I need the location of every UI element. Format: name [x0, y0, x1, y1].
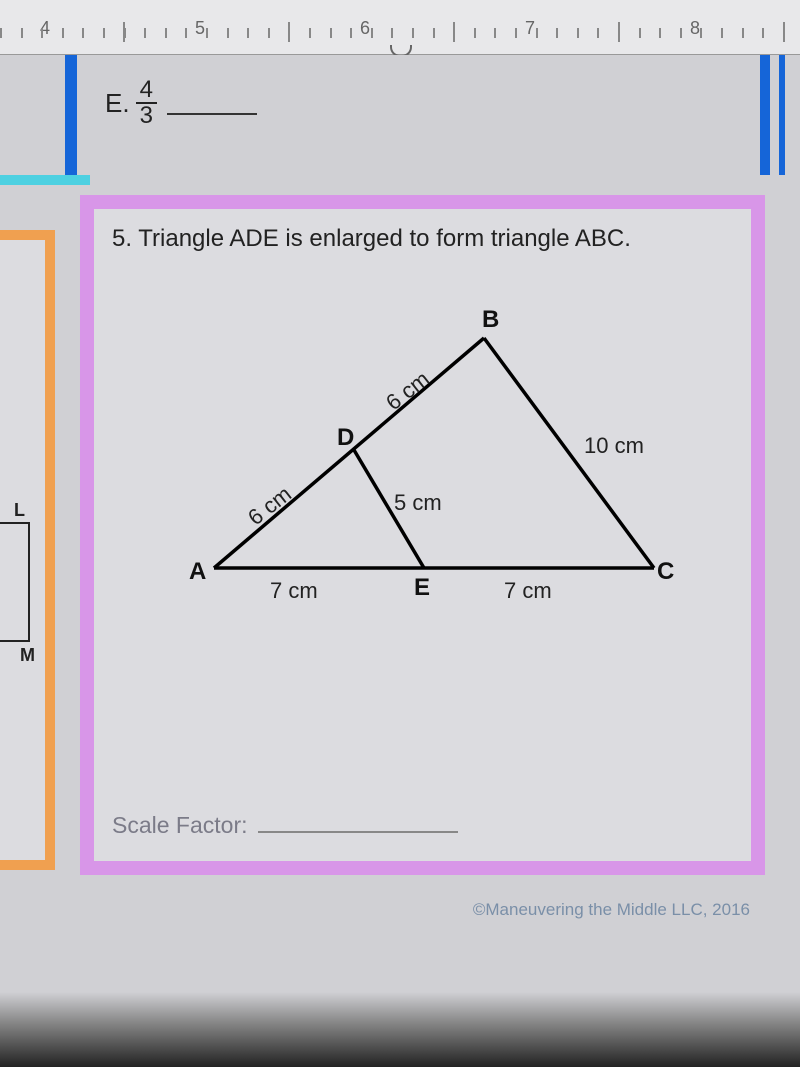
ruler-tick [474, 28, 476, 38]
question-number: 5. [112, 225, 132, 252]
ruler-tick [309, 28, 311, 38]
answer-choice-e: E. 4 3 [105, 78, 257, 128]
vertex-B: B [482, 306, 499, 334]
ruler-tick [597, 28, 599, 38]
fraction-4-3: 4 3 [136, 78, 157, 128]
left-line-h [0, 522, 28, 524]
question-5-box: 5. Triangle ADE is enlarged to form tria… [80, 195, 765, 875]
ruler-tick [82, 28, 84, 38]
ruler-tick [247, 28, 249, 38]
question-body: Triangle ADE is enlarged to form triangl… [138, 225, 631, 252]
vertex-E: E [414, 574, 430, 602]
ruler-tick [721, 28, 723, 38]
copyright-text: ©Maneuvering the Middle LLC, 2016 [473, 900, 750, 920]
fraction-numerator: 4 [136, 78, 157, 104]
answer-e-letter: E. [105, 88, 130, 119]
ruler-tick [412, 28, 414, 38]
vertex-M: M [20, 645, 35, 666]
answer-e-blank[interactable] [167, 91, 257, 115]
ruler-tick [556, 28, 558, 38]
ruler-tick [103, 28, 105, 38]
blue-bar-right-2 [779, 55, 785, 175]
blue-bar-right [760, 55, 770, 175]
ruler-tick [371, 28, 373, 38]
ruler-tick [268, 28, 270, 38]
question-text: 5. Triangle ADE is enlarged to form tria… [94, 209, 751, 268]
fraction-denominator: 3 [136, 104, 157, 128]
ruler-tick [700, 28, 702, 38]
ruler-tick [515, 28, 517, 38]
left-line-h2 [0, 640, 30, 642]
ruler-tick-major [618, 22, 620, 42]
side-DE: 5 cm [394, 490, 442, 516]
scale-factor-prompt: Scale Factor: [112, 812, 458, 839]
vertex-L: L [14, 500, 25, 521]
ruler-num-7: 7 [525, 18, 535, 39]
triangle-diagram: A B C D E 6 cm 6 cm 5 cm 10 cm 7 cm 7 cm [94, 278, 751, 658]
teal-divider [0, 175, 90, 185]
ruler-tick [185, 28, 187, 38]
ruler-tick [536, 28, 538, 38]
ruler-tick [21, 28, 23, 38]
line-AB [214, 338, 484, 568]
ruler-tick [227, 28, 229, 38]
ruler-tick [391, 28, 393, 38]
ruler-tick [742, 28, 744, 38]
ruler-tick [762, 28, 764, 38]
vertex-D: D [337, 424, 354, 452]
ruler-tick-major [453, 22, 455, 42]
blue-bar-left [65, 55, 77, 175]
left-line-v [28, 522, 30, 640]
ruler-tick [639, 28, 641, 38]
ruler-tick [165, 28, 167, 38]
ruler-tick [206, 28, 208, 38]
ruler-tick [577, 28, 579, 38]
ruler-tick-major [123, 22, 125, 42]
scale-factor-blank[interactable] [258, 831, 458, 833]
side-AE: 7 cm [270, 578, 318, 604]
vertex-C: C [657, 558, 674, 586]
ruler-tick [494, 28, 496, 38]
ruler-tick [330, 28, 332, 38]
ruler-tick [41, 28, 43, 38]
ruler-tick [433, 28, 435, 38]
ruler-num-5: 5 [195, 18, 205, 39]
ruler-num-8: 8 [690, 18, 700, 39]
scale-factor-label: Scale Factor: [112, 812, 248, 838]
ruler-tick [144, 28, 146, 38]
ruler-tick [0, 28, 2, 38]
ruler-tick [680, 28, 682, 38]
side-EC: 7 cm [504, 578, 552, 604]
ruler-num-6: 6 [360, 18, 370, 39]
ruler-tick-major [288, 22, 290, 42]
vertex-A: A [189, 558, 206, 586]
ruler-tick [659, 28, 661, 38]
ruler: 4 5 6 7 8 [0, 0, 800, 55]
side-BC: 10 cm [584, 433, 644, 459]
ruler-tick [350, 28, 352, 38]
ruler-tick-major [783, 22, 785, 42]
monitor-bezel [0, 992, 800, 1067]
ruler-tick [62, 28, 64, 38]
